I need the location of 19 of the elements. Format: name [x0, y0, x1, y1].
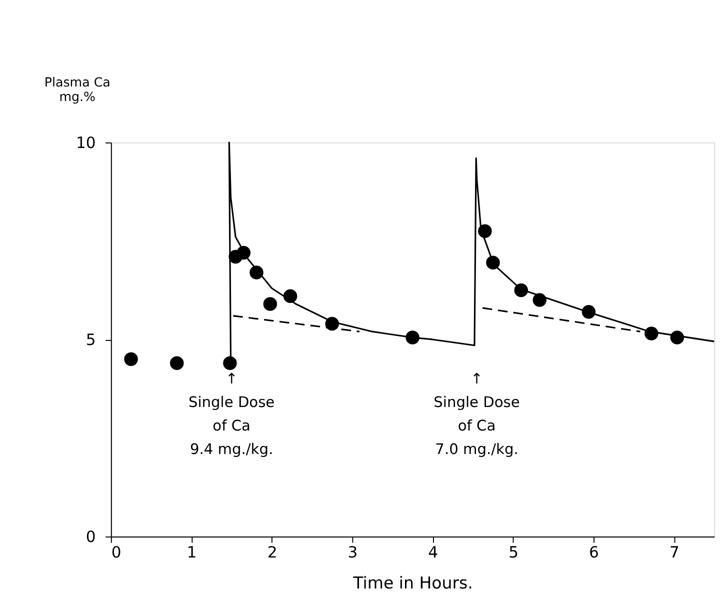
point: [124, 352, 138, 366]
x-axis-title: Time in Hours.: [352, 574, 473, 593]
x-tick-label: 5: [508, 543, 519, 562]
annotation: ↑ Single Dose of Ca 9.4 mg./kg.: [188, 370, 275, 458]
point: [263, 297, 278, 311]
x-tick-label: 6: [589, 543, 599, 562]
y-tick-label: 5: [86, 330, 96, 349]
y-axis-title: Plasma Ca mg.%: [44, 74, 110, 104]
point: [170, 356, 184, 370]
y-tick-label: 0: [86, 528, 96, 546]
x-tick-label: 1: [186, 543, 197, 562]
x-tick-label: 3: [348, 543, 358, 562]
point: [223, 356, 237, 370]
x-tick-label: 0: [111, 543, 122, 562]
x-tick-label: 2: [267, 543, 278, 562]
x-tick-label: 7: [669, 543, 680, 562]
y-tick-label: 10: [76, 134, 96, 152]
annotation: ↑ Single Dose of Ca 7.0 mg./kg.: [434, 370, 520, 458]
x-tick-label: 4: [428, 543, 438, 562]
